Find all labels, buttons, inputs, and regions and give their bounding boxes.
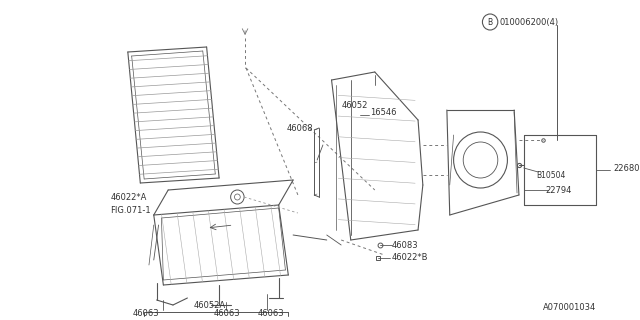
Text: FIG.071-1: FIG.071-1 bbox=[111, 205, 151, 214]
Text: B: B bbox=[488, 18, 493, 27]
Text: B10504: B10504 bbox=[536, 171, 566, 180]
Text: 22794: 22794 bbox=[545, 186, 572, 195]
Text: 46022*A: 46022*A bbox=[111, 193, 147, 202]
Text: 010006200(4): 010006200(4) bbox=[500, 18, 559, 27]
Text: 46068: 46068 bbox=[286, 124, 313, 132]
Text: 22680: 22680 bbox=[613, 164, 639, 172]
Text: 46052: 46052 bbox=[342, 100, 369, 109]
Text: 46063: 46063 bbox=[132, 309, 159, 318]
Text: 46052A: 46052A bbox=[193, 300, 225, 309]
Text: 46063: 46063 bbox=[257, 309, 284, 318]
Text: A070001034: A070001034 bbox=[543, 303, 596, 313]
Text: 46063: 46063 bbox=[213, 309, 240, 318]
Text: 46083: 46083 bbox=[392, 241, 419, 250]
Text: 46022*B: 46022*B bbox=[392, 253, 429, 262]
Text: 16546: 16546 bbox=[370, 108, 397, 116]
